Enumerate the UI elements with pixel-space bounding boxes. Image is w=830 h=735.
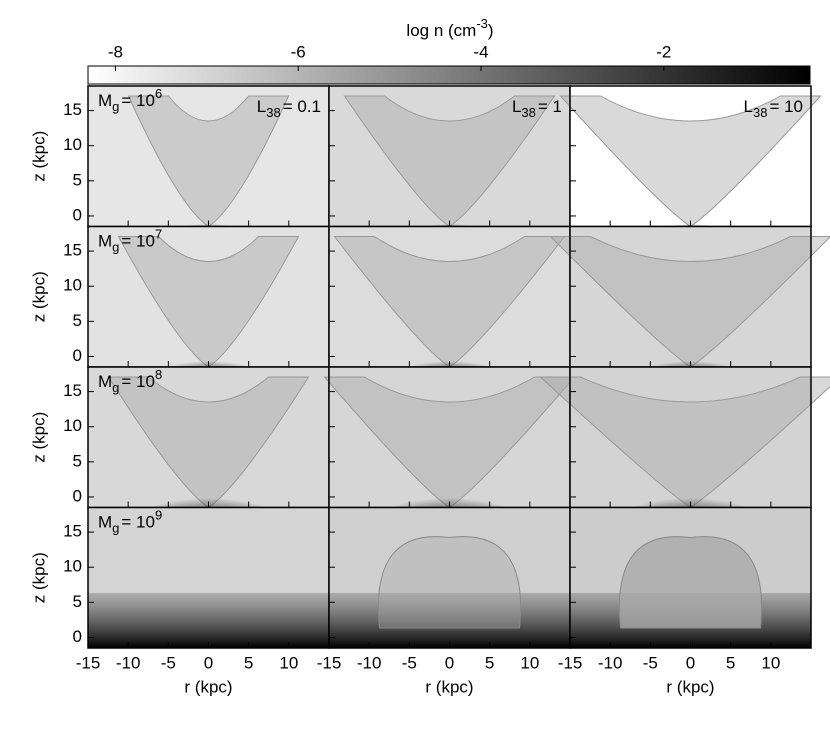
label-base: L — [512, 97, 521, 116]
x-tick-label: -5 — [402, 653, 417, 672]
row-label: Mg= 108 — [98, 367, 162, 395]
label-sub: g — [112, 99, 119, 114]
label-sup: 8 — [155, 367, 162, 382]
panel — [570, 508, 811, 649]
label-sub: 38 — [266, 105, 280, 120]
label-eq: = 10 — [121, 513, 155, 532]
y-tick-label: 5 — [73, 170, 82, 189]
y-tick-label: 0 — [73, 346, 82, 365]
x-axis-label: r (kpc) — [184, 677, 232, 696]
x-tick-label: 5 — [485, 653, 494, 672]
label-eq: = 1 — [538, 97, 562, 116]
x-tick-label: 10 — [279, 653, 298, 672]
label-base: M — [98, 91, 112, 110]
x-tick-label: 10 — [761, 653, 780, 672]
y-tick-label: 5 — [73, 451, 82, 470]
y-tick-label: 0 — [73, 486, 82, 505]
x-tick-label: 0 — [686, 653, 695, 672]
label-base: M — [98, 513, 112, 532]
outflow-lobe — [619, 537, 761, 628]
y-tick-label: 10 — [63, 276, 82, 295]
x-tick-label: -10 — [116, 653, 141, 672]
label-sub: g — [112, 521, 119, 536]
outflow-lobe — [137, 537, 279, 628]
label-text: log n (cm — [406, 21, 476, 40]
y-tick-label: 0 — [73, 205, 82, 224]
y-tick-label: 10 — [63, 557, 82, 576]
colorbar-tick-label: -4 — [473, 42, 488, 61]
y-tick-label: 10 — [63, 135, 82, 154]
outflow-lobe — [378, 537, 520, 628]
label-sub: g — [112, 380, 119, 395]
label-base: M — [98, 232, 112, 251]
y-tick-label: 10 — [63, 416, 82, 435]
y-tick-label: 15 — [63, 381, 82, 400]
y-axis-label: z (kpc) — [29, 552, 48, 603]
x-tick-label: -15 — [317, 653, 342, 672]
y-tick-label: 15 — [63, 100, 82, 119]
colorbar-label: log n (cm-3) — [406, 16, 493, 40]
x-tick-label: -10 — [357, 653, 382, 672]
label-eq: = 10 — [121, 372, 155, 391]
x-tick-label: 0 — [445, 653, 454, 672]
label-sup: 6 — [155, 86, 162, 101]
x-axis-label: r (kpc) — [425, 677, 473, 696]
label-sup: 7 — [155, 227, 162, 242]
label-eq: = 0.1 — [283, 97, 321, 116]
row-label: Mg= 106 — [98, 86, 162, 114]
colorbar-tick-label: -6 — [291, 42, 306, 61]
colorbar-tick-label: -8 — [108, 42, 123, 61]
y-axis-label: z (kpc) — [29, 412, 48, 463]
label-tail: ) — [488, 21, 494, 40]
y-axis-label: z (kpc) — [29, 271, 48, 322]
x-tick-label: -15 — [558, 653, 583, 672]
label-sup: -3 — [476, 16, 488, 31]
x-axis-label: r (kpc) — [666, 677, 714, 696]
y-tick-label: 5 — [73, 311, 82, 330]
label-eq: = 10 — [121, 232, 155, 251]
colorbar — [88, 66, 810, 84]
y-axis-label: z (kpc) — [29, 131, 48, 182]
label-base: L — [744, 97, 753, 116]
y-tick-label: 5 — [73, 592, 82, 611]
label-eq: = 10 — [121, 91, 155, 110]
x-tick-label: 0 — [204, 653, 213, 672]
x-tick-label: 5 — [244, 653, 253, 672]
x-tick-label: -5 — [161, 653, 176, 672]
x-tick-label: -15 — [76, 653, 101, 672]
label-sub: 38 — [753, 105, 767, 120]
y-tick-label: 15 — [63, 522, 82, 541]
x-tick-label: 10 — [520, 653, 539, 672]
y-tick-label: 15 — [63, 241, 82, 260]
x-tick-label: -10 — [598, 653, 623, 672]
label-base: M — [98, 372, 112, 391]
y-tick-label: 0 — [73, 627, 82, 646]
label-sup: 9 — [155, 508, 162, 523]
colorbar-tick-label: -2 — [656, 42, 671, 61]
row-label: Mg= 109 — [98, 508, 162, 536]
x-tick-label: -5 — [643, 653, 658, 672]
panel — [329, 508, 570, 649]
label-base: L — [257, 97, 266, 116]
label-sub: g — [112, 240, 119, 255]
label-eq: = 10 — [769, 97, 803, 116]
x-tick-label: 5 — [726, 653, 735, 672]
row-label: Mg= 107 — [98, 227, 162, 255]
label-sub: 38 — [521, 105, 535, 120]
